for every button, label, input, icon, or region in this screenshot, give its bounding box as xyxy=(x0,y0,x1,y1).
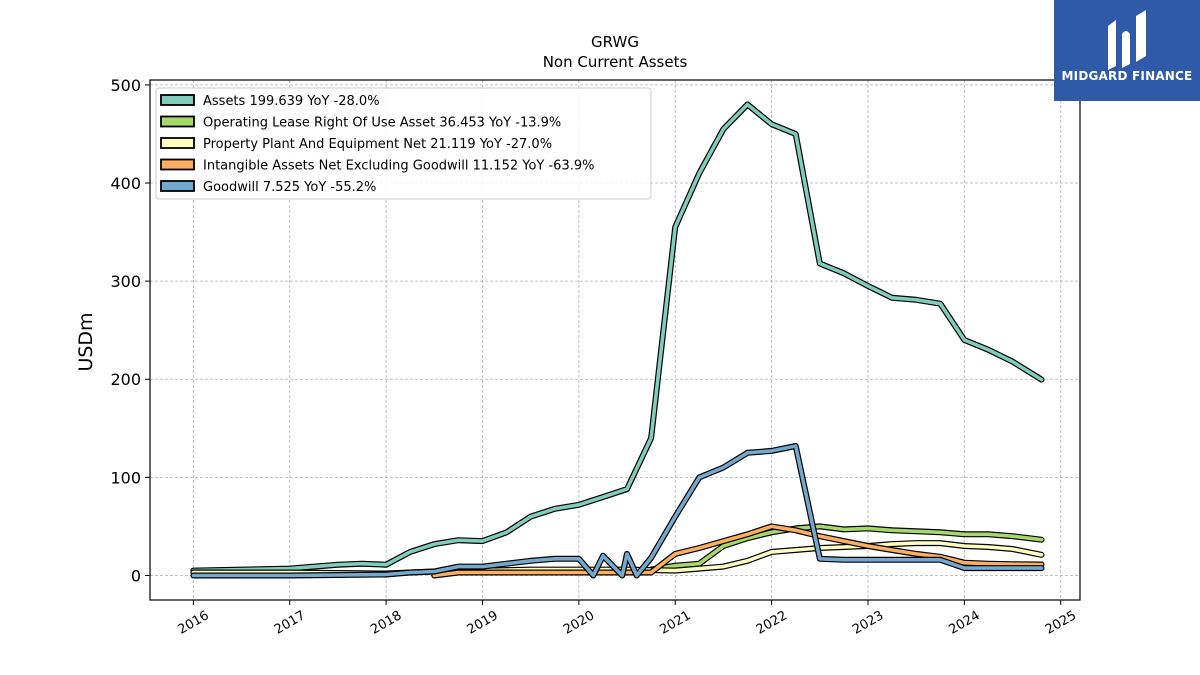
y-axis-label: USDm xyxy=(75,312,97,371)
x-tick-label: 2018 xyxy=(368,608,404,638)
y-tick-label: 0 xyxy=(131,566,141,585)
legend-label-1: Operating Lease Right Of Use Asset 36.45… xyxy=(203,116,561,131)
chart-subtitle: Non Current Assets xyxy=(543,53,688,71)
plot-frame xyxy=(149,79,1081,601)
x-tick-label: 2016 xyxy=(176,608,212,638)
series-line-3 xyxy=(432,524,1044,578)
x-tick-label: 2019 xyxy=(465,608,501,638)
x-tick-label: 2023 xyxy=(850,608,886,638)
chart-title: GRWG xyxy=(591,33,639,51)
brand-logo: MIDGARD FINANCE xyxy=(1054,0,1200,101)
legend-label-0: Assets 199.639 YoY -28.0% xyxy=(203,94,380,109)
brand-name: MIDGARD FINANCE xyxy=(1061,69,1193,83)
x-tick-label: 2022 xyxy=(754,608,790,638)
x-tick-label: 2024 xyxy=(947,608,983,638)
legend-swatch-1 xyxy=(160,115,195,128)
x-tick-label: 2025 xyxy=(1043,608,1079,638)
x-tick-label: 2017 xyxy=(272,608,308,638)
y-tick-label: 200 xyxy=(110,370,141,389)
x-tick-label: 2020 xyxy=(561,608,597,638)
legend-swatch-0 xyxy=(160,94,195,106)
y-tick-label: 300 xyxy=(110,272,141,291)
series-layer xyxy=(190,101,1045,579)
series-line-4 xyxy=(191,444,1044,578)
legend-swatch-2 xyxy=(160,137,195,149)
midgard-logo-icon xyxy=(1108,10,1146,70)
legend-swatch-3 xyxy=(160,158,195,171)
legend: Assets 199.639 YoY -28.0% Operating Lease… xyxy=(155,87,652,200)
y-tick-label: 100 xyxy=(110,468,141,487)
series-line-0 xyxy=(191,102,1044,573)
legend-label-3: Intangible Assets Net Excluding Goodwill… xyxy=(203,159,594,174)
x-tick-label: 2021 xyxy=(657,608,693,638)
legend-box xyxy=(155,87,652,200)
y-tick-label: 500 xyxy=(110,76,141,95)
y-tick-label: 400 xyxy=(110,174,141,193)
series-line-1 xyxy=(649,524,1044,572)
legend-swatch-4 xyxy=(160,180,195,192)
legend-label-4: Goodwill 7.525 YoY -55.2% xyxy=(203,180,376,195)
legend-label-2: Property Plant And Equipment Net 21.119 … xyxy=(203,137,552,152)
